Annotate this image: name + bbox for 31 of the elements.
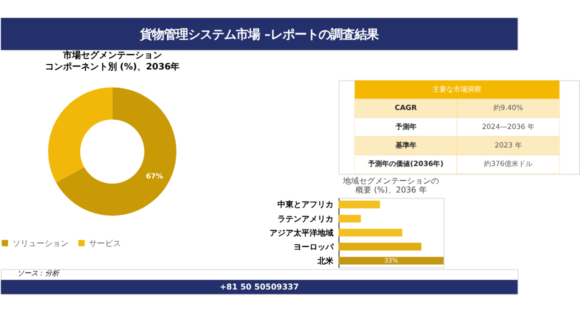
y-tick-label: 中東とアフリカ [278, 200, 334, 210]
text: 2024—2036 年 [482, 122, 535, 131]
chart-subtitle: 概要 (%)、2036 年 [355, 186, 427, 195]
text: 予測年の価値(2036年) [367, 159, 444, 168]
bar [338, 214, 361, 222]
text: 予測年 [394, 122, 416, 131]
text: 2023 年 [494, 140, 522, 150]
bar [338, 242, 422, 251]
bar [338, 228, 402, 236]
text: ソース : 分析 [16, 268, 60, 278]
chart-title: 地域セグメンテーションの [342, 176, 440, 186]
text: 貨物管理システム市場 –レポートの調査結果 [138, 26, 380, 42]
text: +81 50 50509337 [220, 282, 299, 292]
bar [338, 256, 444, 265]
donut-slice [48, 87, 112, 182]
text: 約9.40% [493, 103, 524, 112]
text: 主要な市場洞察 [432, 84, 482, 94]
data-label: 67% [146, 171, 163, 180]
text: 基準年 [394, 140, 416, 150]
chart-subtitle: コンポーネント別 (%)、2036年 [44, 62, 180, 73]
legend-label: ソリューション [12, 238, 68, 248]
bar [338, 200, 380, 208]
y-tick-label: ヨーロッパ [294, 242, 335, 252]
donut-slice [56, 87, 176, 216]
y-tick-label: 北米 [316, 256, 335, 266]
text: 約376億米ドル [484, 159, 533, 168]
legend-label: サービス [89, 238, 122, 248]
chart-title: 市場セグメンテーション [62, 50, 162, 61]
y-tick-label: ラテンアメリカ [278, 214, 334, 224]
text: CAGR [394, 103, 418, 112]
y-tick-label: アジア太平洋地域 [270, 228, 334, 238]
